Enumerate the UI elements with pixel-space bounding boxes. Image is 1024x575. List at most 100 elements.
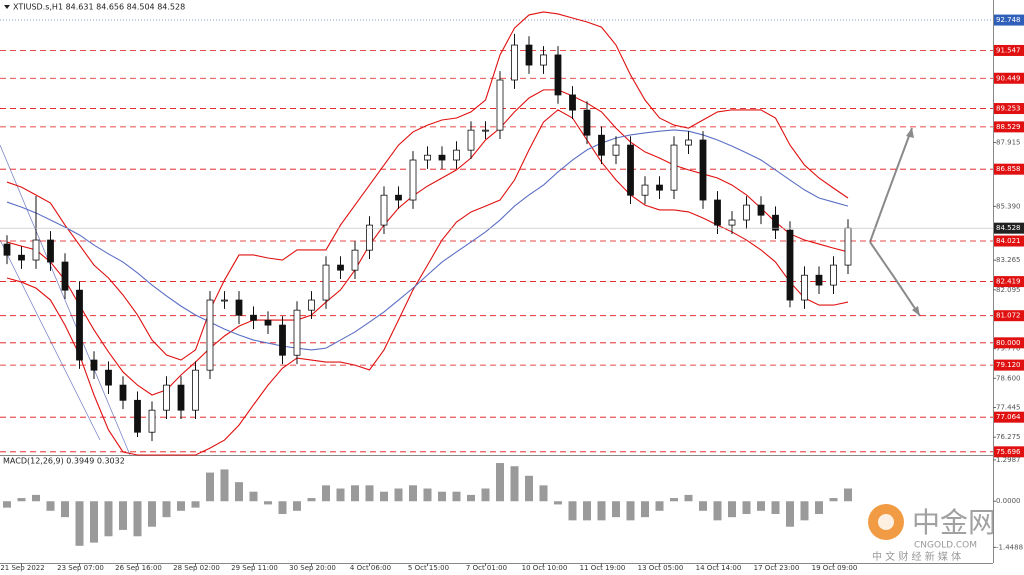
y-tick-label: 0.0000 — [996, 497, 1021, 505]
candle-body — [366, 224, 373, 251]
macd-bar — [235, 482, 243, 502]
candle-body — [453, 149, 460, 161]
macd-bar — [249, 491, 258, 502]
candle-body — [496, 79, 504, 131]
macd-bar — [655, 501, 664, 511]
x-tick-label: 19 Oct 09:00 — [812, 564, 858, 572]
candle-body — [380, 194, 388, 226]
macd-bar — [394, 488, 403, 502]
channel-line — [0, 144, 131, 456]
y-tick-label: 85.390 — [996, 202, 1021, 210]
macd-bar — [32, 494, 40, 502]
arrow-head — [912, 306, 920, 316]
candle-body — [61, 261, 69, 291]
plot: 87.915 85.390 83.265 82.095 79.770 78.600 77.4… — [0, 11, 1024, 572]
macd-bar — [322, 485, 330, 502]
macd-bar — [133, 501, 142, 537]
candle-body — [511, 44, 518, 81]
macd-bar — [641, 501, 649, 518]
candle-body — [656, 184, 663, 191]
macd-bar — [380, 491, 388, 502]
macd-bar — [554, 501, 562, 505]
candle-body — [801, 274, 808, 301]
candle-body — [424, 154, 431, 161]
macd-bar — [365, 485, 374, 502]
y-tick-label: 83.265 — [996, 256, 1021, 264]
macd-bar — [713, 501, 722, 521]
level-label-box — [994, 72, 1024, 84]
candle-body — [598, 134, 605, 156]
candle-body — [641, 184, 649, 196]
level-label-box — [994, 446, 1024, 458]
macd-bar — [771, 501, 780, 514]
x-tick-label: 23 Sep 07:00 — [57, 564, 104, 572]
price-label-box — [994, 222, 1024, 234]
candle-body — [279, 324, 286, 356]
candle-body — [119, 384, 127, 401]
y-tick-label: 79.770 — [996, 345, 1021, 353]
candle-body — [714, 199, 721, 226]
level-label-box — [994, 121, 1024, 133]
candle-body — [743, 204, 750, 221]
candle-body — [32, 239, 40, 261]
level-label: 88.529 — [996, 123, 1021, 131]
candle-body — [395, 194, 402, 201]
candle-body — [308, 299, 315, 311]
y-tick-label: 78.600 — [996, 374, 1021, 382]
macd-bar — [336, 488, 345, 502]
macd-bar — [191, 501, 200, 508]
candle-body — [76, 289, 83, 361]
macd-bar — [612, 501, 620, 518]
candle-body — [685, 139, 692, 146]
indicator-line — [6, 11, 849, 361]
level-label: 79.120 — [996, 361, 1021, 369]
candle-body — [148, 409, 156, 433]
candle-body — [47, 239, 54, 263]
level-label-box — [994, 103, 1024, 115]
macd-bar — [148, 501, 156, 527]
indicator-line — [6, 109, 849, 456]
y-tick-label: 77.445 — [996, 404, 1021, 412]
menu-triangle — [4, 5, 10, 9]
macd-bar — [684, 494, 693, 502]
macd-bar — [467, 494, 475, 502]
macd-bar — [220, 469, 229, 502]
forecast-arrow — [869, 241, 921, 317]
y-tick-label: 82.095 — [996, 286, 1021, 294]
y-tick-label: 76.275 — [996, 433, 1021, 441]
macd-bar — [438, 491, 446, 502]
y-tick-label: -1.4488 — [996, 543, 1023, 551]
macd-bar — [351, 485, 359, 502]
candle-body — [482, 129, 489, 132]
y-tick-label: 87.915 — [996, 138, 1021, 146]
candle-body — [337, 264, 344, 271]
x-tick-label: 30 Sep 20:00 — [289, 564, 336, 572]
x-tick-label: 13 Oct 05:00 — [638, 564, 684, 572]
candle-body — [250, 314, 257, 321]
macd-bar — [742, 501, 751, 514]
watermark-brand: 中金网 — [912, 506, 996, 539]
candle-body — [409, 159, 417, 201]
x-tick-label: 28 Sep 02:00 — [173, 564, 220, 572]
level-label: 89.253 — [996, 105, 1021, 113]
candle-body — [206, 299, 214, 371]
candle-body — [699, 139, 707, 201]
candle-body — [583, 109, 591, 136]
x-tick-label: 11 Oct 19:00 — [580, 564, 626, 572]
candle-body — [569, 94, 576, 111]
level-label: 77.064 — [996, 413, 1021, 421]
macd-bar — [583, 501, 591, 521]
candle-body — [467, 129, 475, 151]
candle-body — [612, 144, 620, 156]
watermark-slogan: 中 文 财 经 新 媒 体 — [872, 550, 961, 563]
macd-bar — [409, 485, 417, 502]
candle-body — [221, 299, 228, 302]
macd-bar — [90, 501, 98, 543]
high-label-box — [994, 14, 1024, 26]
macd-bar — [786, 501, 794, 527]
level-label-box — [994, 163, 1024, 175]
level-label-box — [994, 276, 1024, 288]
level-label: 82.419 — [996, 278, 1021, 286]
y-tick-label: 1.2987 — [996, 456, 1021, 464]
